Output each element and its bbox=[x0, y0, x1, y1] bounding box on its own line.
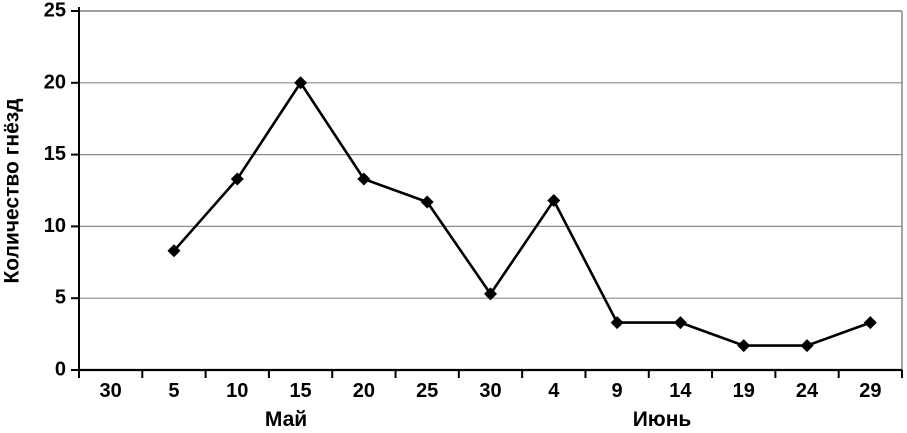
y-tick-label: 15 bbox=[44, 143, 66, 165]
x-tick-label: 20 bbox=[353, 380, 375, 402]
month-label: Июнь bbox=[633, 408, 692, 431]
y-tick-label: 5 bbox=[55, 287, 66, 309]
data-point-marker bbox=[737, 339, 751, 353]
x-tick-label: 29 bbox=[859, 380, 881, 402]
y-tick-label: 10 bbox=[44, 215, 66, 237]
data-point-marker bbox=[167, 244, 181, 258]
x-tick-label: 24 bbox=[796, 380, 819, 402]
data-point-marker bbox=[484, 287, 497, 301]
data-point-marker bbox=[294, 76, 308, 90]
x-tick-label: 5 bbox=[168, 380, 179, 402]
data-point-marker bbox=[800, 339, 814, 353]
data-point-marker bbox=[230, 172, 244, 186]
month-label: Май bbox=[265, 408, 307, 431]
x-tick-label: 25 bbox=[416, 380, 438, 402]
data-point-marker bbox=[610, 316, 624, 330]
data-point-marker bbox=[420, 195, 434, 209]
data-point-marker bbox=[863, 316, 877, 330]
y-tick-label: 25 bbox=[44, 0, 66, 22]
data-point-marker bbox=[357, 172, 371, 186]
plot-area bbox=[79, 11, 902, 370]
x-tick-label: 19 bbox=[733, 380, 755, 402]
x-tick-label: 10 bbox=[226, 380, 248, 402]
y-tick-label: 0 bbox=[55, 359, 66, 381]
x-tick-label: 30 bbox=[479, 380, 501, 402]
x-tick-label: 14 bbox=[669, 380, 692, 402]
x-tick-label: 30 bbox=[100, 380, 122, 402]
x-tick-label: 4 bbox=[548, 380, 560, 402]
x-tick-label: 9 bbox=[612, 380, 623, 402]
data-point-marker bbox=[673, 316, 687, 330]
x-tick-label: 15 bbox=[289, 380, 311, 402]
y-tick-label: 20 bbox=[44, 71, 66, 93]
series-line bbox=[172, 80, 871, 347]
data-point-marker bbox=[547, 194, 561, 208]
